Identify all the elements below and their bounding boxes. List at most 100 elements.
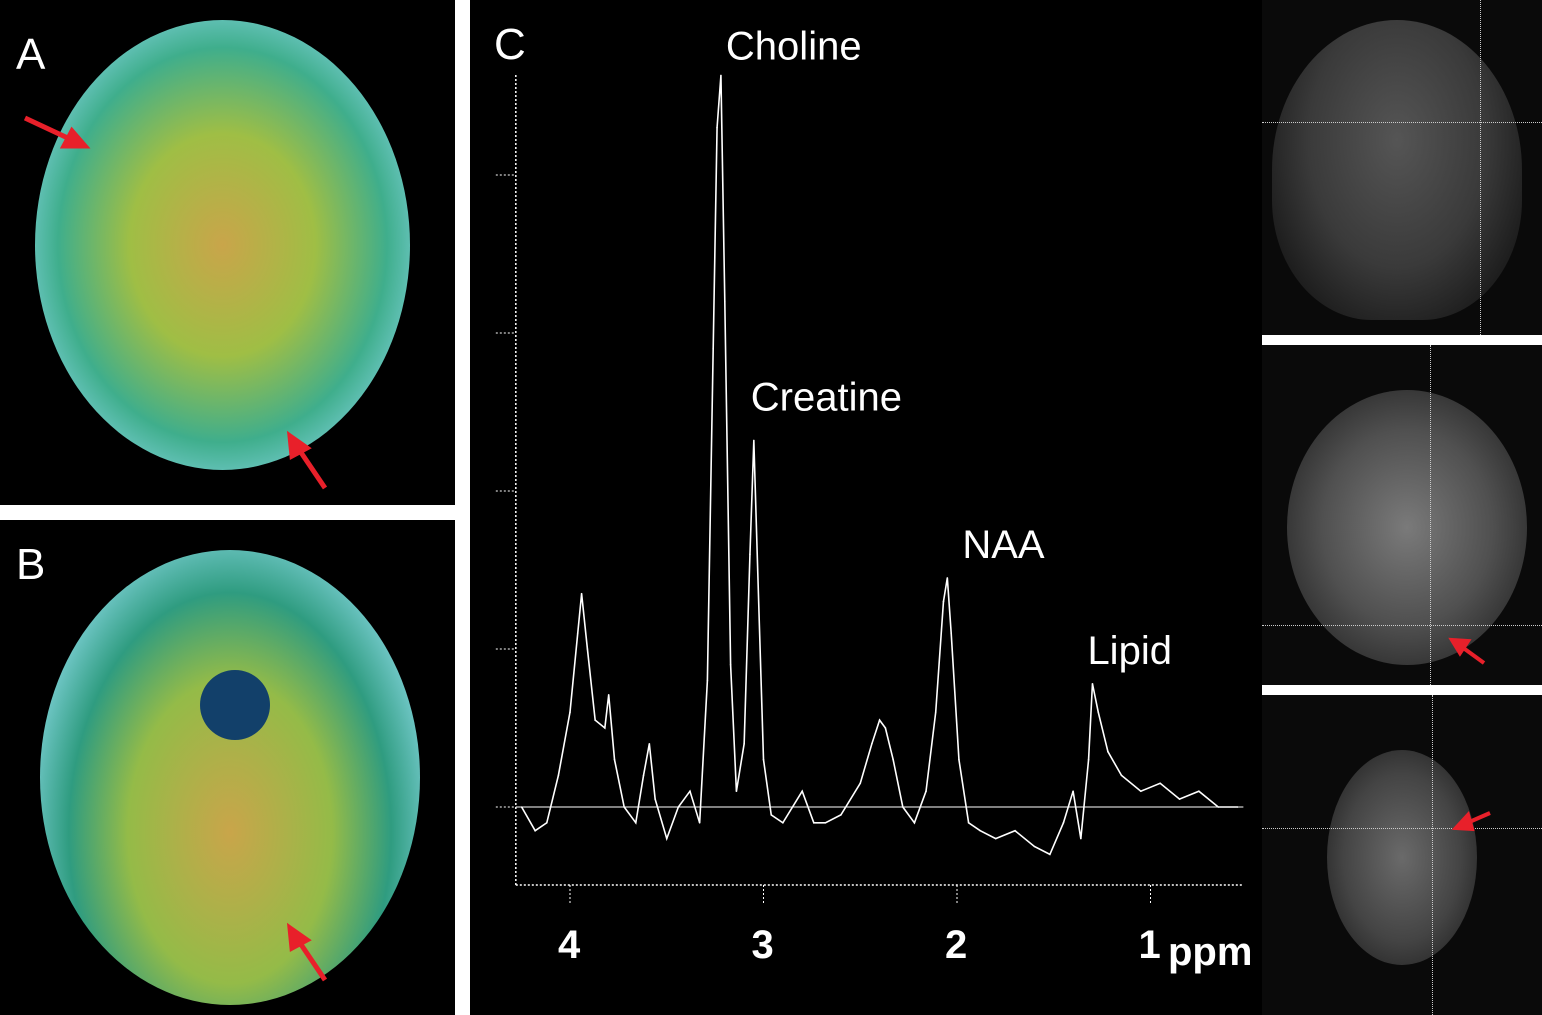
data-point	[859, 782, 862, 785]
data-point	[594, 719, 596, 721]
panel-b-label: B	[16, 540, 46, 589]
x-tick-label: 3	[752, 923, 774, 967]
data-point	[979, 829, 982, 832]
panel-a-pet-axial: A	[0, 0, 455, 505]
data-point	[613, 758, 616, 761]
data-point	[607, 694, 610, 696]
data-point	[994, 837, 997, 840]
data-point	[1198, 790, 1200, 792]
data-point	[648, 743, 651, 745]
peak-label-naa: NAA	[962, 523, 1045, 567]
data-point	[545, 822, 548, 824]
mri-coronal	[1262, 695, 1542, 1015]
x-tick-label: 2	[945, 923, 967, 967]
data-point	[712, 348, 714, 350]
data-point	[1097, 711, 1100, 713]
data-point	[735, 790, 738, 792]
arrows-b	[286, 922, 328, 982]
data-point	[720, 74, 722, 77]
peak-label-lipid: Lipid	[1087, 629, 1172, 673]
data-point	[623, 806, 625, 808]
red-arrow-icon	[286, 430, 328, 490]
data-point	[1159, 782, 1161, 785]
orbit-region	[200, 670, 270, 740]
data-point	[604, 727, 606, 729]
data-point	[743, 743, 745, 745]
data-point	[654, 798, 656, 800]
mri-axial	[1262, 345, 1542, 685]
spectrum-trace	[520, 75, 1238, 856]
red-arrow-icon	[286, 922, 328, 982]
data-point	[1091, 682, 1094, 685]
data-point	[1087, 758, 1090, 761]
data-point	[1217, 806, 1220, 808]
data-point	[753, 439, 755, 442]
mri-sagittal	[1262, 0, 1542, 335]
data-point	[576, 632, 579, 634]
data-point	[942, 600, 945, 603]
data-point	[1120, 774, 1123, 777]
crosshair-v	[1432, 695, 1433, 1015]
data-point	[520, 806, 523, 808]
data-point	[665, 837, 668, 840]
arrow-axial	[1448, 637, 1486, 665]
coronal-head	[1327, 750, 1477, 965]
spectrum-chart: 4 3 2 1 ppm Choline Creatine NAA Lipid	[495, 24, 1252, 974]
data-point	[1140, 790, 1142, 792]
data-point	[756, 569, 759, 571]
data-point	[782, 822, 784, 824]
panel-c-mr-spectrum: C 4 3 2 1 ppm Choline Creatine NAA Lipid	[470, 0, 1262, 1015]
crosshair-h	[1262, 122, 1542, 123]
data-point	[1072, 790, 1074, 792]
data-point	[689, 790, 691, 792]
data-point	[871, 743, 873, 745]
head-outline	[35, 20, 410, 470]
data-point	[958, 758, 960, 761]
data-point	[1014, 829, 1016, 832]
data-point	[840, 814, 842, 816]
panel-a-label: A	[16, 30, 46, 79]
data-point	[824, 822, 827, 824]
peak-label-choline: Choline	[726, 24, 862, 68]
axial-head	[1287, 390, 1527, 665]
data-point	[1236, 806, 1239, 808]
data-point	[950, 632, 952, 634]
data-point	[706, 679, 709, 682]
data-point	[925, 790, 927, 792]
red-arrow-icon	[1448, 637, 1486, 665]
red-arrow-icon	[23, 115, 91, 149]
data-point	[946, 577, 949, 579]
data-point	[884, 727, 887, 729]
data-point	[557, 774, 560, 777]
red-arrow-icon	[1451, 811, 1491, 832]
crosshair-h	[1262, 625, 1542, 626]
panel-c-label: C	[494, 20, 526, 69]
data-point	[677, 806, 680, 808]
crosshair-v	[1480, 0, 1481, 335]
data-point	[724, 300, 726, 303]
arrow-coronal	[1451, 811, 1491, 832]
data-point	[1178, 798, 1181, 800]
data-point	[569, 711, 571, 713]
data-point	[801, 790, 803, 792]
data-point	[586, 648, 589, 650]
data-point	[698, 822, 701, 824]
data-point	[716, 126, 718, 129]
head-outline	[40, 550, 420, 1005]
x-tick-label: 1	[1139, 923, 1161, 967]
data-point	[634, 822, 637, 824]
data-point	[1080, 837, 1082, 840]
crosshair-h	[1262, 828, 1542, 829]
data-point	[892, 758, 894, 761]
data-point	[749, 553, 751, 555]
data-point	[534, 829, 536, 832]
data-point	[1049, 853, 1051, 856]
data-point	[913, 822, 916, 824]
data-point	[967, 822, 970, 824]
data-point	[580, 592, 583, 595]
data-point	[1033, 845, 1036, 848]
data-point	[1062, 822, 1065, 824]
panel-b-pet-axial: B	[0, 520, 455, 1015]
sagittal-head	[1272, 20, 1522, 320]
data-point	[813, 822, 815, 824]
